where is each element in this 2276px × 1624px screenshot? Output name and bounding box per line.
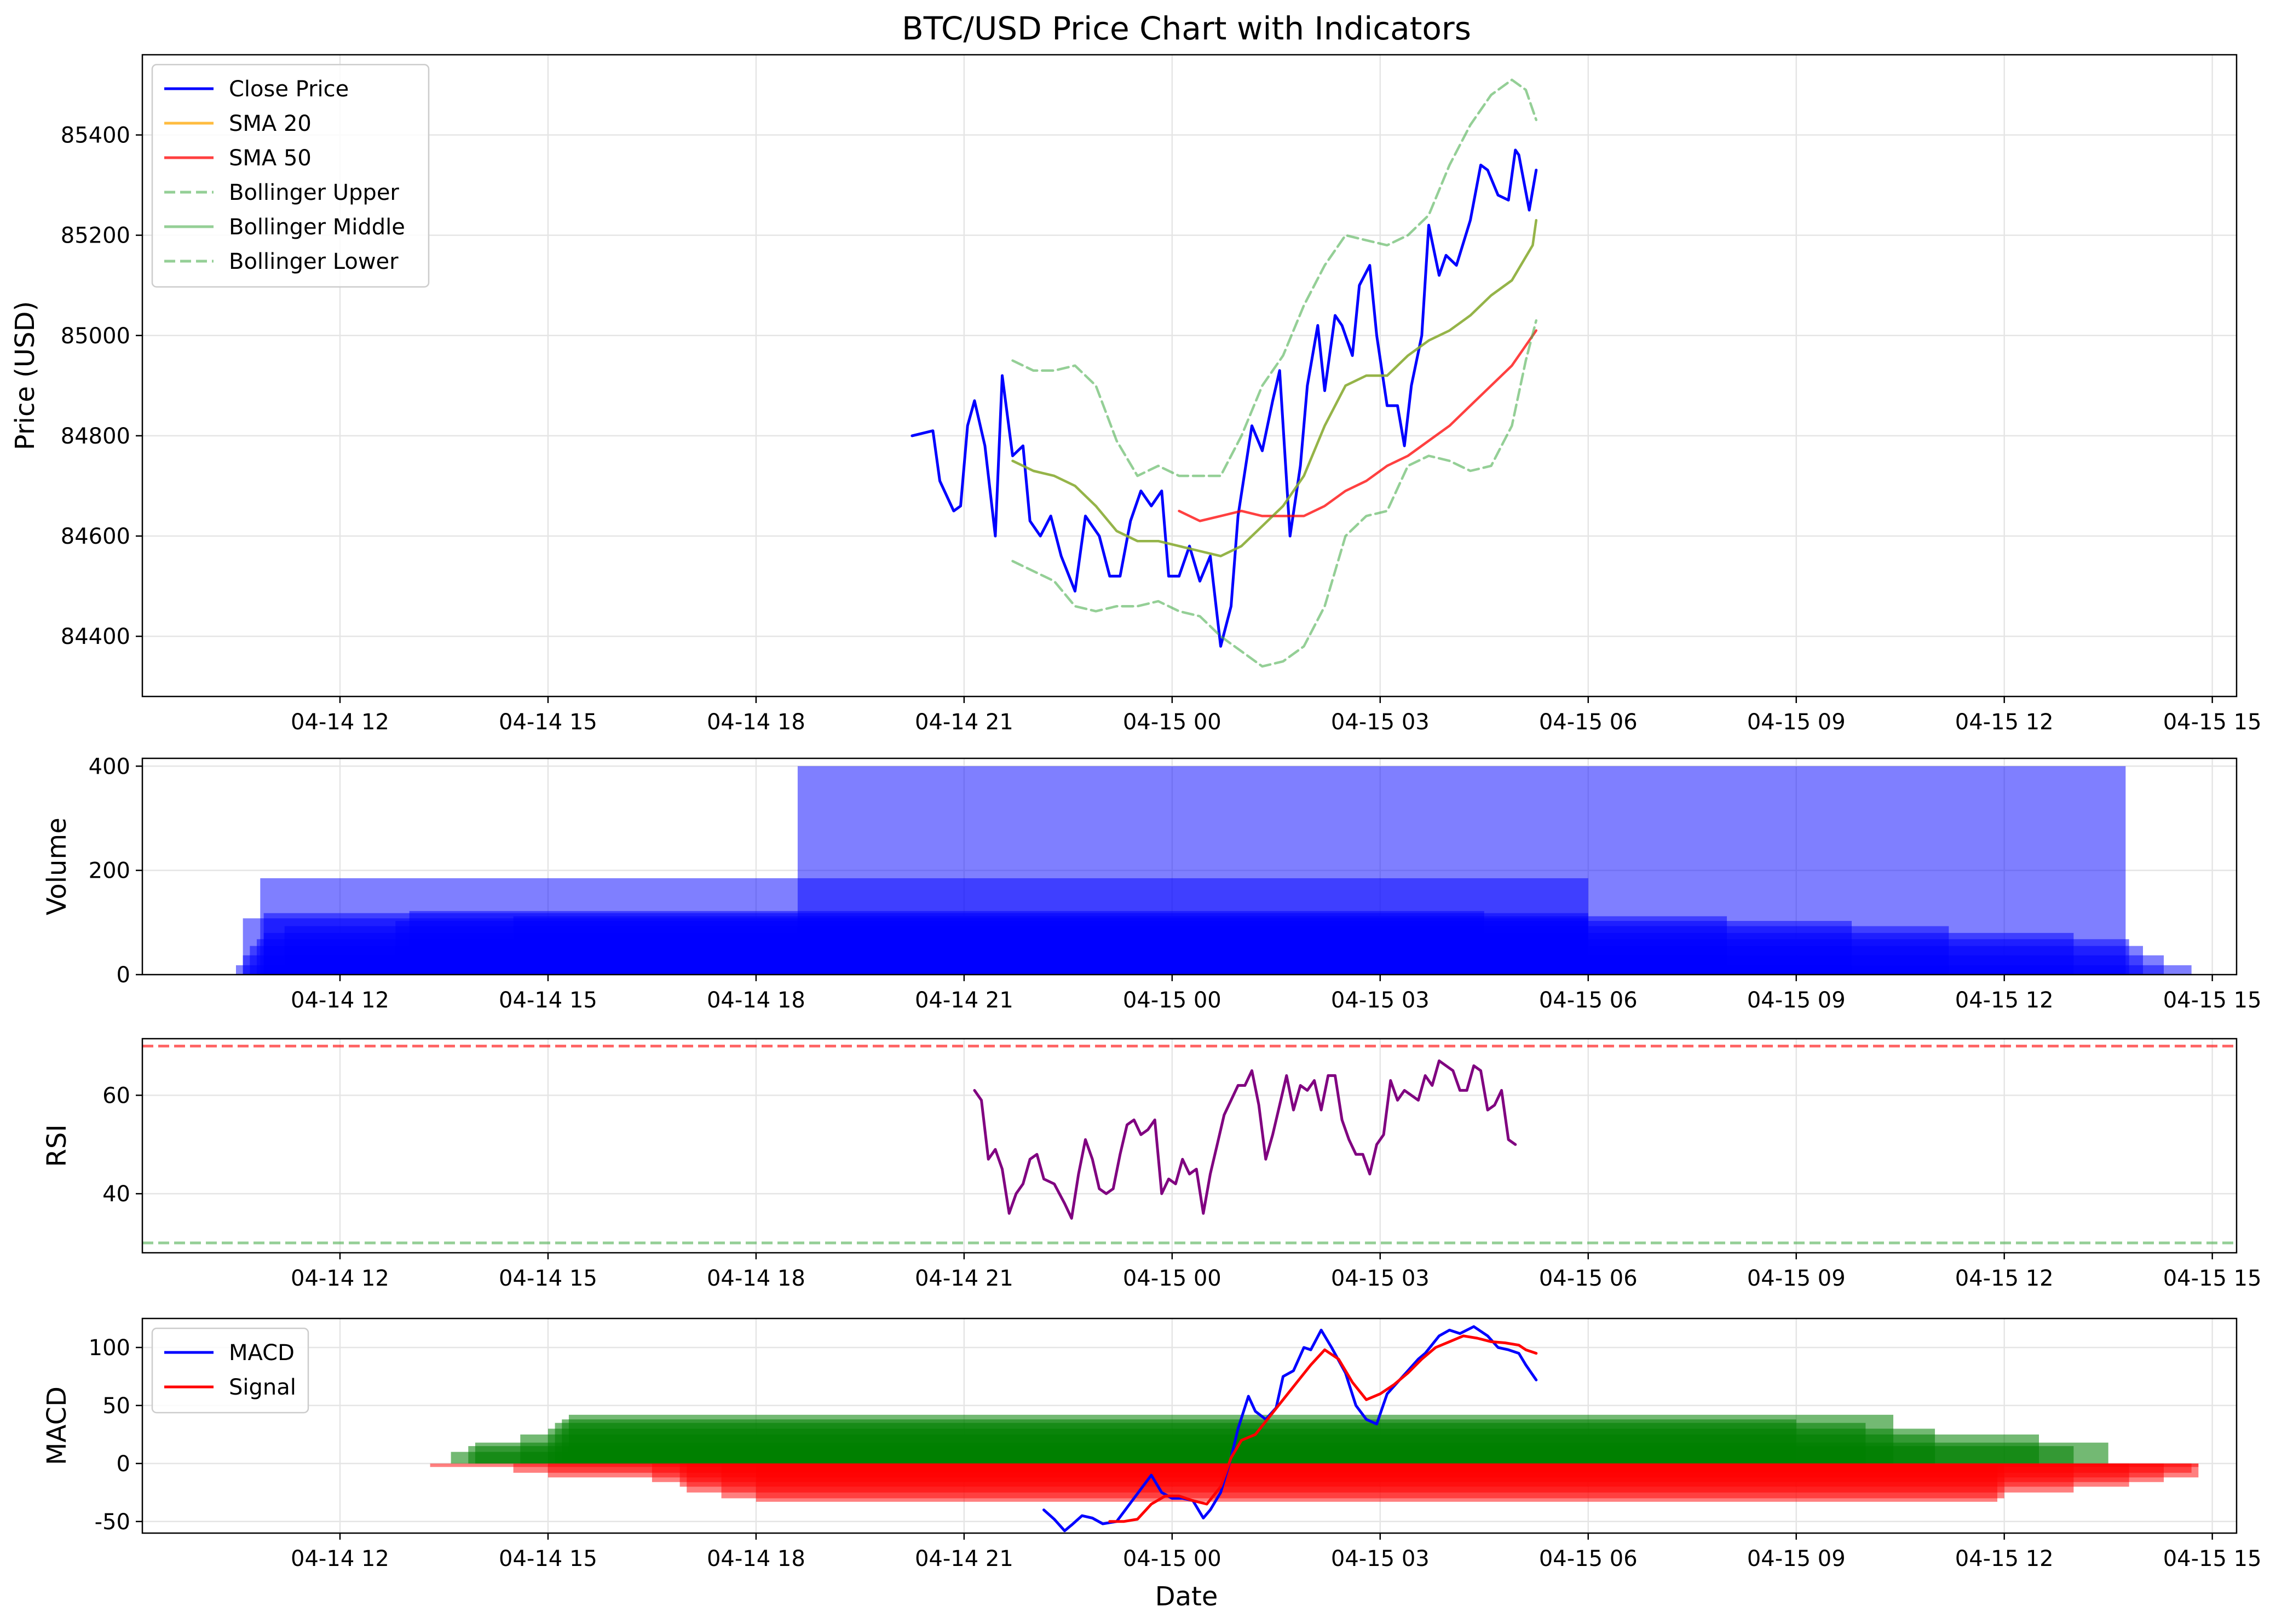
legend-box [151,1327,309,1414]
y-tick-label: 85000 [61,324,130,349]
x-tick-label: 04-15 15 [2163,1266,2262,1291]
y-tick-label: 85400 [61,123,130,148]
histogram-bar-negative [756,1463,1998,1502]
x-tick-label: 04-15 12 [1955,988,2054,1013]
x-tick-label: 04-14 21 [915,1546,1013,1571]
x-tick-label: 04-15 12 [1955,1266,2054,1291]
y-tick-label: -50 [95,1510,130,1535]
axes-frame [141,1317,2238,1534]
legend-label: Signal [229,1375,296,1400]
x-tick-label: 04-15 00 [1123,988,1221,1013]
y-tick-label: 40 [102,1182,130,1207]
x-tick-label: 04-14 18 [707,1546,805,1571]
x-axis-label: Date [1155,1581,1218,1612]
panel-data [142,1044,2237,1245]
x-tick-label: 04-15 06 [1539,1266,1638,1291]
x-tick-label: 04-15 06 [1539,710,1638,735]
y-tick-label: 0 [117,1452,130,1477]
y-tick-label: 84800 [61,424,130,449]
x-tick-label: 04-14 18 [707,988,805,1013]
panel-price: 04-14 12 04-14 15 04-14 18 04-14 21 04-15 00… [10,54,2262,735]
x-tick-label: 04-15 15 [2163,710,2262,735]
x-tick-label: 04-14 12 [291,1546,389,1571]
y-tick-label: 85200 [61,223,130,249]
x-tick-label: 04-15 09 [1747,1546,1846,1571]
y-tick-label: 200 [89,859,130,884]
legend-label: MACD [229,1340,295,1366]
panel-macd: 04-14 12 04-14 15 04-14 18 04-14 21 04-15 00… [42,1317,2262,1571]
sma-50-line [1178,329,1538,522]
x-tick-label: 04-14 21 [915,1266,1013,1291]
panel-volume: 04-14 12 04-14 15 04-14 18 04-14 21 04-15 00… [42,754,2262,1013]
panel-rsi: 04-14 12 04-14 15 04-14 18 04-14 21 04-15 00… [42,1038,2262,1291]
chart-title: BTC/USD Price Chart with Indicators [902,10,1471,47]
y-tick-label: 84600 [61,524,130,549]
legend-label: Bollinger Lower [229,249,399,274]
close-price-line [911,148,1538,648]
y-axis-label: MACD [42,1386,72,1465]
legend-label: SMA 50 [229,146,312,171]
y-axis-label: Price (USD) [10,301,41,450]
x-tick-label: 04-14 15 [499,988,597,1013]
x-tick-label: 04-15 09 [1747,710,1846,735]
x-tick-label: 04-15 12 [1955,1546,2054,1571]
y-axis-label: Volume [42,817,72,915]
bollinger-lower-line [1011,319,1538,668]
x-tick-label: 04-15 15 [2163,1546,2262,1571]
x-tick-label: 04-15 09 [1747,1266,1846,1291]
x-tick-label: 04-15 03 [1331,1266,1430,1291]
x-tick-label: 04-15 03 [1331,710,1430,735]
x-tick-label: 04-14 18 [707,710,805,735]
x-tick-label: 04-14 21 [915,710,1013,735]
panel-data [911,78,1538,668]
x-tick-label: 04-14 18 [707,1266,805,1291]
axes-frame [141,757,2238,976]
axes-frame [141,54,2238,698]
legend-label: Bollinger Upper [229,180,399,205]
legend-box [151,64,430,288]
y-tick-label: 84400 [61,624,130,649]
y-tick-label: 100 [89,1335,130,1361]
volume-bar [797,766,2126,975]
x-tick-label: 04-14 21 [915,988,1013,1013]
x-tick-label: 04-15 12 [1955,710,2054,735]
x-tick-label: 04-15 00 [1123,1266,1221,1291]
x-tick-label: 04-15 00 [1123,1546,1221,1571]
x-tick-label: 04-15 03 [1331,988,1430,1013]
x-tick-label: 04-15 06 [1539,988,1638,1013]
x-tick-label: 04-14 15 [499,1546,597,1571]
y-tick-label: 60 [102,1083,130,1108]
x-tick-label: 04-14 15 [499,710,597,735]
x-tick-label: 04-14 12 [291,988,389,1013]
x-tick-label: 04-14 15 [499,1266,597,1291]
x-tick-label: 04-14 12 [291,1266,389,1291]
legend-label: Close Price [229,77,349,102]
x-tick-label: 04-15 06 [1539,1546,1638,1571]
panel-data [235,766,2192,975]
x-tick-label: 04-15 15 [2163,988,2262,1013]
y-axis-label: RSI [42,1125,72,1167]
x-tick-label: 04-14 12 [291,710,389,735]
legend-label: SMA 20 [229,111,312,136]
signal-line [1108,1334,1538,1523]
bollinger-middle-line [1011,218,1538,557]
panel-data [430,1325,2199,1533]
y-tick-label: 0 [117,963,130,988]
legend-label: Bollinger Middle [229,215,405,240]
x-tick-label: 04-15 03 [1331,1546,1430,1571]
y-tick-label: 50 [102,1393,130,1419]
y-tick-label: 400 [89,754,130,779]
axes-frame [141,1038,2238,1254]
rsi-line [973,1059,1517,1220]
bollinger-upper-line [1011,78,1538,477]
x-tick-label: 04-15 09 [1747,988,1846,1013]
x-tick-label: 04-15 00 [1123,710,1221,735]
macd-line [1042,1325,1538,1533]
